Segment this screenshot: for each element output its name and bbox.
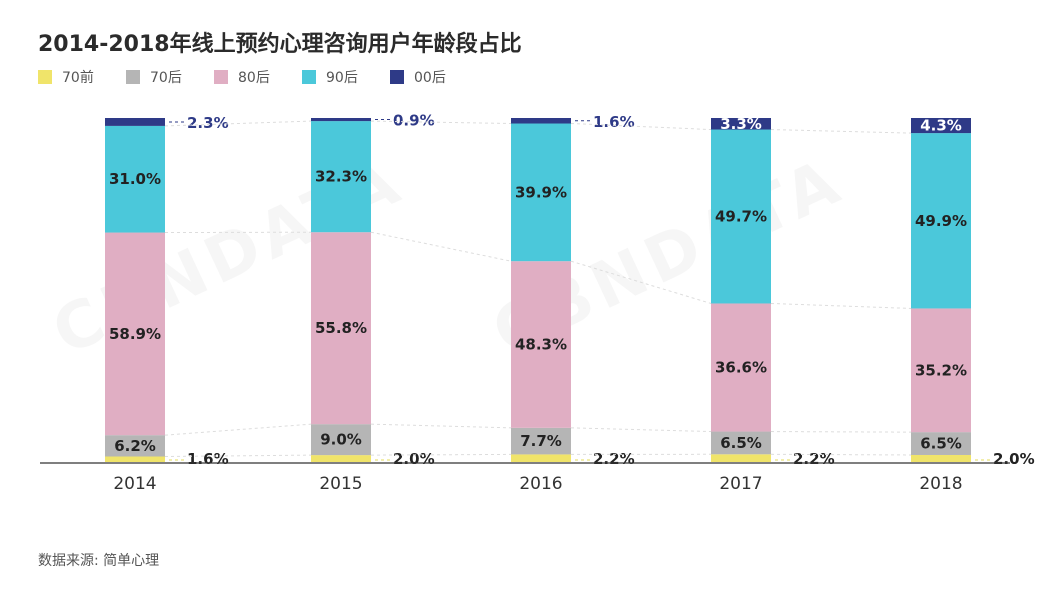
legend-item: 70后 <box>126 67 214 87</box>
bar-segment <box>911 308 971 433</box>
data-label: 1.6% <box>187 450 229 468</box>
chart-title: 2014-2018年线上预约心理咨询用户年龄段占比 <box>38 32 522 57</box>
data-label: 36.6% <box>715 359 767 377</box>
data-label: 2.0% <box>993 450 1035 468</box>
bar-segment <box>511 261 571 428</box>
connector-line <box>370 423 512 429</box>
bar-segment <box>911 454 971 462</box>
bar-segment <box>511 427 571 455</box>
data-label: 0.9% <box>393 112 435 130</box>
connector-line <box>370 120 512 125</box>
bar-segment <box>105 118 165 126</box>
connector-line <box>770 302 912 309</box>
legend-label: 00后 <box>414 70 446 86</box>
data-label: 2.3% <box>187 114 229 132</box>
connector-line <box>370 453 512 456</box>
bar-segment <box>911 432 971 455</box>
x-tick-label: 2017 <box>719 474 762 494</box>
connector-line <box>164 423 312 436</box>
legend-item: 80后 <box>214 67 302 87</box>
data-label: 6.5% <box>720 434 762 452</box>
data-label: 49.9% <box>915 212 967 230</box>
data-label: 4.3% <box>920 117 962 135</box>
data-label: 7.7% <box>520 432 562 450</box>
connector-line <box>770 453 912 456</box>
connector-line <box>164 454 312 457</box>
legend-item: 90后 <box>302 67 390 87</box>
bar-segment <box>711 118 771 130</box>
legend-label: 80后 <box>238 70 270 86</box>
x-tick-label: 2014 <box>113 474 156 494</box>
data-label: 2.2% <box>793 450 835 468</box>
legend-item: 70前 <box>38 67 126 87</box>
bar-segment <box>711 431 771 455</box>
bar-segment <box>711 303 771 432</box>
bar-segment <box>911 118 971 134</box>
bar-segment <box>511 454 571 462</box>
data-label: 32.3% <box>315 168 367 186</box>
legend-swatch <box>390 70 404 84</box>
legend-swatch <box>302 70 316 84</box>
legend-swatch <box>38 70 52 84</box>
data-label: 6.2% <box>114 437 156 455</box>
data-label: 2.0% <box>393 450 435 468</box>
connector-line <box>370 231 512 262</box>
data-label: 6.5% <box>920 435 962 453</box>
legend: 70前 70后 80后 90后 00后 <box>38 67 478 87</box>
data-label: 55.8% <box>315 319 367 337</box>
connector-line <box>770 431 912 433</box>
x-tick-label: 2015 <box>319 474 362 494</box>
data-label: 49.7% <box>715 208 767 226</box>
bar-segment <box>711 129 771 304</box>
x-tick-label: 2016 <box>519 474 562 494</box>
bar-segment <box>311 455 371 462</box>
connector-line <box>570 123 712 131</box>
legend-swatch <box>126 70 140 84</box>
source-note: 数据来源: 简单心理 <box>38 553 160 569</box>
data-label: 1.6% <box>593 113 635 131</box>
legend-label: 70前 <box>62 70 94 86</box>
bar-segment <box>511 118 571 124</box>
bar-segment <box>105 232 165 436</box>
data-label: 48.3% <box>515 336 567 354</box>
data-label: 9.0% <box>320 431 362 449</box>
legend-item: 00后 <box>390 67 478 87</box>
bar-segment <box>911 133 971 309</box>
data-label: 58.9% <box>109 325 161 343</box>
connector-line <box>770 129 912 134</box>
bar-segment <box>105 456 165 462</box>
legend-label: 70后 <box>150 70 182 86</box>
legend-label: 90后 <box>326 70 358 86</box>
bar-segment <box>311 121 371 233</box>
data-label: 31.0% <box>109 170 161 188</box>
x-tick-label: 2018 <box>919 474 962 494</box>
data-label: 2.2% <box>593 450 635 468</box>
legend-swatch <box>214 70 228 84</box>
data-label: 39.9% <box>515 183 567 201</box>
connector-line <box>570 260 712 304</box>
data-label: 3.3% <box>720 115 762 133</box>
bar-segment <box>311 118 371 122</box>
data-label: 35.2% <box>915 361 967 379</box>
bar-segment <box>105 435 165 457</box>
connector-line <box>164 120 312 127</box>
bar-segment <box>311 424 371 456</box>
bar-segment <box>311 232 371 425</box>
bar-segment <box>511 123 571 262</box>
bar-segment <box>105 125 165 233</box>
bar-segment <box>711 454 771 462</box>
connector-line <box>570 427 712 433</box>
